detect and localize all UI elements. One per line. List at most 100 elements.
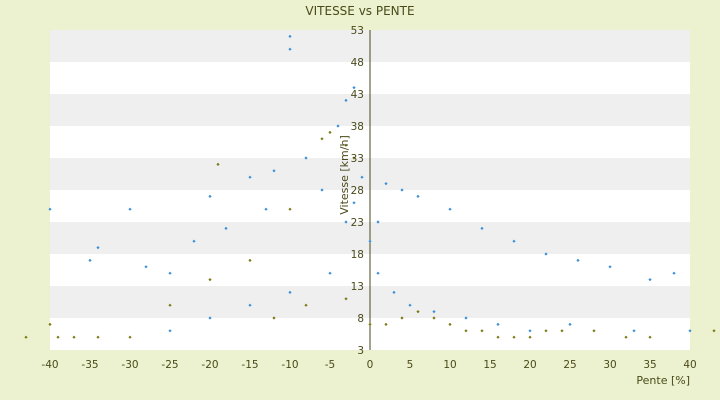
x-tick-labels: -40 -35 -30 -25 -20 -15 -10 -5 0 5 10 15 20 25 30 35 40	[41, 359, 696, 371]
data-point-series-0	[368, 239, 372, 243]
x-tick-label: 40	[683, 359, 696, 371]
data-point-series-0	[344, 220, 348, 224]
data-point-series-0	[576, 258, 580, 262]
data-point-series-0	[96, 246, 100, 250]
data-point-series-0	[672, 271, 676, 275]
data-point-series-0	[360, 175, 364, 179]
data-point-series-1	[464, 329, 468, 333]
x-tick-label: -25	[161, 359, 178, 371]
data-point-series-0	[48, 207, 52, 211]
data-point-series-1	[624, 335, 628, 339]
data-point-series-0	[648, 278, 652, 282]
data-point-series-0	[384, 182, 388, 186]
data-point-series-1	[400, 316, 404, 320]
data-point-series-0	[248, 303, 252, 307]
x-tick-label: 10	[443, 359, 456, 371]
data-point-series-0	[208, 194, 212, 198]
x-tick-label: 0	[367, 359, 374, 371]
data-point-series-1	[368, 322, 372, 326]
data-point-series-1	[208, 278, 212, 282]
data-point-series-1	[512, 335, 516, 339]
x-tick-label: -15	[241, 359, 258, 371]
data-point-series-1	[544, 329, 548, 333]
data-point-series-0	[304, 156, 308, 160]
data-point-series-1	[168, 303, 172, 307]
data-point-series-0	[528, 329, 532, 333]
data-point-series-1	[648, 335, 652, 339]
data-point-series-1	[24, 335, 28, 339]
x-tick-label: -10	[281, 359, 298, 371]
data-point-series-0	[144, 265, 148, 269]
data-point-series-0	[344, 98, 348, 102]
data-point-series-0	[272, 169, 276, 173]
data-point-series-0	[320, 188, 324, 192]
y-tick-label: 3	[357, 345, 364, 357]
data-point-series-0	[168, 329, 172, 333]
data-point-series-0	[208, 316, 212, 320]
data-point-series-0	[336, 124, 340, 128]
data-point-series-0	[400, 188, 404, 192]
x-tick-label: 35	[643, 359, 656, 371]
data-point-series-1	[384, 322, 388, 326]
x-tick-label: -35	[81, 359, 98, 371]
data-point-series-0	[248, 175, 252, 179]
y-tick-label: 8	[357, 313, 364, 325]
data-point-series-0	[376, 220, 380, 224]
data-point-series-1	[216, 162, 220, 166]
data-point-series-0	[128, 207, 132, 211]
y-tick-label: 43	[351, 89, 364, 101]
data-point-series-0	[544, 252, 548, 256]
data-point-series-0	[288, 290, 292, 294]
data-point-series-0	[480, 226, 484, 230]
data-points	[24, 34, 716, 339]
x-tick-label: -30	[121, 359, 138, 371]
data-point-series-1	[320, 137, 324, 141]
data-point-series-1	[344, 297, 348, 301]
data-point-series-1	[328, 130, 332, 134]
y-tick-label: 53	[351, 25, 364, 37]
data-point-series-0	[416, 194, 420, 198]
data-point-series-0	[352, 201, 356, 205]
data-point-series-0	[408, 303, 412, 307]
chart-title: VITESSE vs PENTE	[305, 4, 414, 18]
data-point-series-1	[272, 316, 276, 320]
data-point-series-1	[96, 335, 100, 339]
data-point-series-1	[248, 258, 252, 262]
data-point-series-0	[88, 258, 92, 262]
data-point-series-1	[416, 310, 420, 314]
data-point-series-1	[592, 329, 596, 333]
data-point-series-1	[480, 329, 484, 333]
data-point-series-0	[224, 226, 228, 230]
data-point-series-0	[688, 329, 692, 333]
data-point-series-0	[432, 310, 436, 314]
data-point-series-1	[528, 335, 532, 339]
y-tick-label: 13	[351, 281, 364, 293]
x-tick-label: 30	[603, 359, 616, 371]
x-tick-label: 5	[407, 359, 414, 371]
x-tick-label: -5	[325, 359, 335, 371]
x-tick-label: -40	[41, 359, 58, 371]
data-point-series-1	[496, 335, 500, 339]
y-tick-label: 18	[351, 249, 364, 261]
data-point-series-1	[304, 303, 308, 307]
data-point-series-0	[192, 239, 196, 243]
data-point-series-0	[568, 322, 572, 326]
x-tick-label: -20	[201, 359, 218, 371]
data-point-series-0	[288, 34, 292, 38]
data-point-series-1	[712, 329, 716, 333]
data-point-series-0	[464, 316, 468, 320]
data-point-series-1	[72, 335, 76, 339]
data-point-series-1	[288, 207, 292, 211]
data-point-series-1	[448, 322, 452, 326]
y-tick-label: 38	[351, 121, 364, 133]
data-point-series-0	[512, 239, 516, 243]
x-tick-label: 20	[523, 359, 536, 371]
data-point-series-0	[392, 290, 396, 294]
y-tick-label: 28	[351, 185, 364, 197]
data-point-series-0	[168, 271, 172, 275]
y-tick-label: 48	[351, 57, 364, 69]
data-point-series-0	[352, 86, 356, 90]
data-point-series-1	[48, 322, 52, 326]
